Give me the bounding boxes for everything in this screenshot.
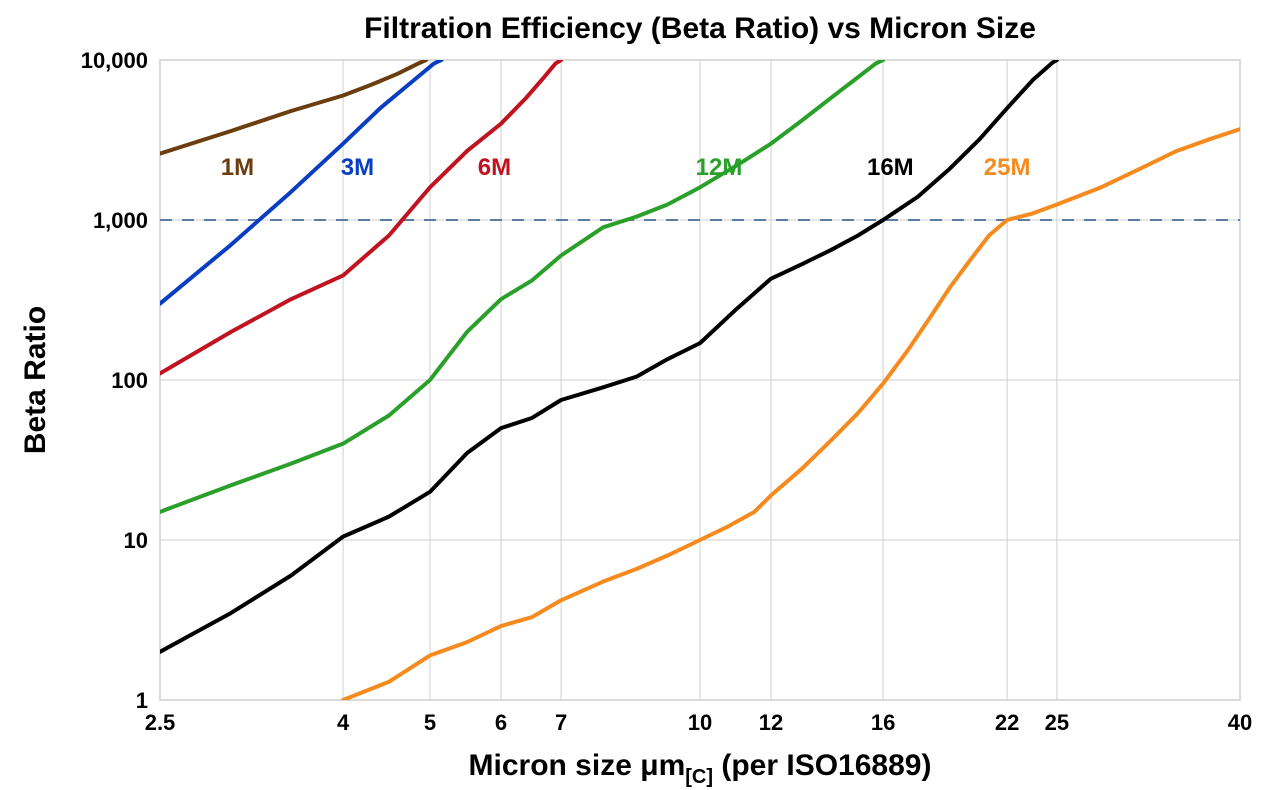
chart-container: Filtration Efficiency (Beta Ratio) vs Mi… [0, 0, 1272, 790]
chart-svg: Filtration Efficiency (Beta Ratio) vs Mi… [0, 0, 1272, 790]
x-axis-title: Micron size μm[C] (per ISO16889) [469, 749, 932, 788]
x-tick-label: 5 [424, 710, 436, 735]
y-tick-label: 100 [111, 368, 148, 393]
series-line-25M [343, 129, 1240, 700]
x-tick-label: 6 [495, 710, 507, 735]
series-line-12M [160, 60, 883, 512]
y-tick-label: 1 [136, 688, 148, 713]
x-tick-label: 10 [688, 710, 712, 735]
series-label-1M: 1M [221, 154, 254, 181]
x-axis-title-sub: [C] [685, 766, 713, 788]
x-tick-label: 4 [337, 710, 350, 735]
series-line-1M [160, 60, 426, 154]
chart-title: Filtration Efficiency (Beta Ratio) vs Mi… [364, 12, 1036, 45]
series-label-25M: 25M [984, 154, 1031, 181]
x-tick-label: 16 [871, 710, 895, 735]
x-tick-label: 25 [1045, 710, 1069, 735]
x-tick-label: 12 [759, 710, 783, 735]
y-tick-label: 1,000 [93, 208, 148, 233]
series-line-3M [160, 60, 442, 304]
series-label-6M: 6M [478, 154, 511, 181]
x-tick-label: 7 [555, 710, 567, 735]
series-label-3M: 3M [341, 154, 374, 181]
x-axis-title-main: Micron size μm [469, 749, 686, 782]
x-tick-label: 22 [995, 710, 1019, 735]
y-axis-title: Beta Ratio [19, 306, 52, 454]
x-tick-label: 2.5 [145, 710, 176, 735]
x-axis-title-tail: (per ISO16889) [713, 749, 931, 782]
series-line-16M [160, 60, 1057, 652]
y-tick-label: 10,000 [81, 48, 148, 73]
series-label-16M: 16M [867, 154, 914, 181]
x-tick-label: 40 [1228, 710, 1252, 735]
y-tick-label: 10 [124, 528, 148, 553]
series-label-12M: 12M [696, 154, 743, 181]
